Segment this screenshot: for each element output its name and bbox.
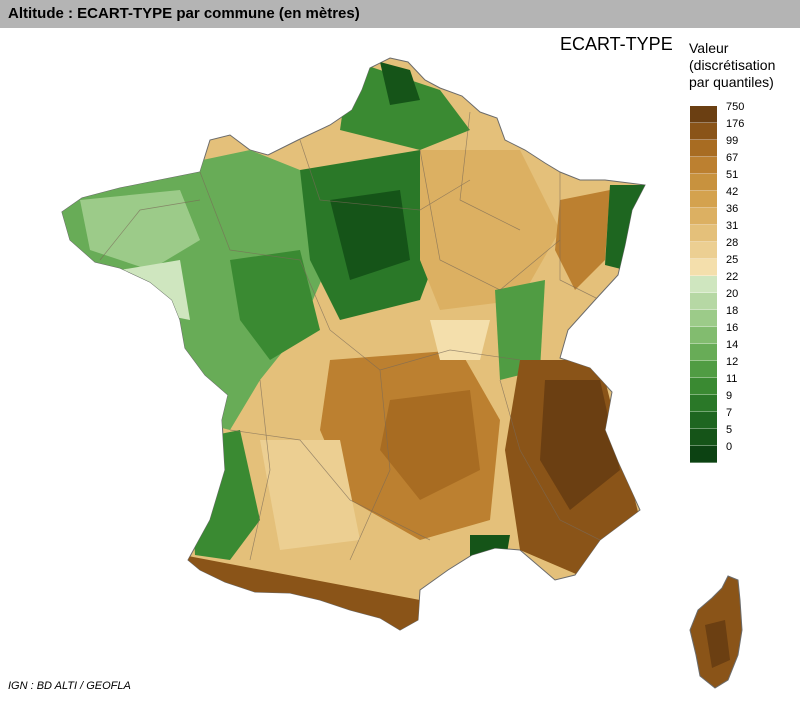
- legend-swatch: [690, 327, 717, 344]
- legend-label: 12: [726, 356, 739, 368]
- legend-swatch: [690, 106, 717, 123]
- legend-title: Valeur (discrétisation par quantiles): [689, 40, 775, 91]
- region-vosges: [555, 190, 610, 290]
- legend-label: 20: [726, 288, 739, 300]
- legend-swatch: [690, 259, 717, 276]
- legend-label: 51: [726, 169, 739, 181]
- legend-title-line: (discrétisation: [689, 57, 776, 73]
- legend-label: 14: [726, 339, 739, 351]
- map-title: ECART-TYPE: [560, 34, 673, 54]
- legend-label: 18: [726, 305, 739, 317]
- legend-label: 0: [726, 441, 733, 453]
- legend-label: 16: [726, 322, 739, 334]
- legend-swatch: [690, 293, 717, 310]
- legend-swatch: [690, 191, 717, 208]
- legend-swatch: [690, 344, 717, 361]
- legend-swatch: [690, 395, 717, 412]
- france-map: [61, 57, 743, 689]
- header-bar: Altitude : ECART-TYPE par commune (en mè…: [0, 0, 800, 28]
- legend-label: 31: [726, 220, 739, 232]
- legend-label: 22: [726, 271, 739, 283]
- legend-swatch: [690, 276, 717, 293]
- header-title: Altitude : ECART-TYPE par commune (en mè…: [8, 5, 360, 22]
- legend-label: 5: [726, 424, 733, 436]
- legend-label: 36: [726, 203, 739, 215]
- legend-label: 42: [726, 186, 739, 198]
- legend-title-line: par quantiles): [689, 74, 774, 90]
- legend-swatch: [690, 242, 717, 259]
- legend-label: 176: [726, 118, 745, 130]
- legend-title-line: Valeur: [689, 40, 729, 56]
- legend-label: 7: [726, 407, 733, 419]
- legend-label: 750: [726, 101, 745, 113]
- legend-label: 28: [726, 237, 739, 249]
- legend-swatch: [690, 123, 717, 140]
- legend-swatch: [690, 208, 717, 225]
- legend-swatch: [690, 361, 717, 378]
- legend-swatch: [690, 412, 717, 429]
- legend-swatch: [690, 446, 717, 463]
- legend-label: 67: [726, 152, 739, 164]
- legend-swatch: [690, 157, 717, 174]
- legend-label: 11: [726, 373, 738, 385]
- source-credit: IGN : BD ALTI / GEOFLA: [8, 680, 131, 692]
- legend-label: 9: [726, 390, 733, 402]
- legend-swatch: [690, 378, 717, 395]
- legend-swatch: [690, 429, 717, 446]
- legend-swatch: [690, 225, 717, 242]
- legend-label: 99: [726, 135, 739, 147]
- legend-swatch: [690, 174, 717, 191]
- legend-label: 25: [726, 254, 739, 266]
- legend-swatch: [690, 140, 717, 157]
- legend-swatch: [690, 310, 717, 327]
